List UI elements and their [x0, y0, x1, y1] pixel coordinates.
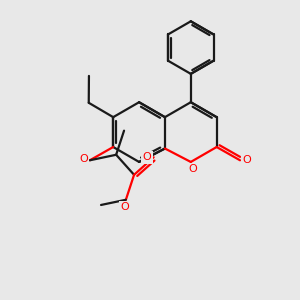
Text: O: O: [143, 152, 152, 162]
Text: O: O: [242, 155, 251, 165]
Text: O: O: [189, 164, 198, 174]
Text: O: O: [79, 154, 88, 164]
Text: O: O: [120, 202, 129, 212]
